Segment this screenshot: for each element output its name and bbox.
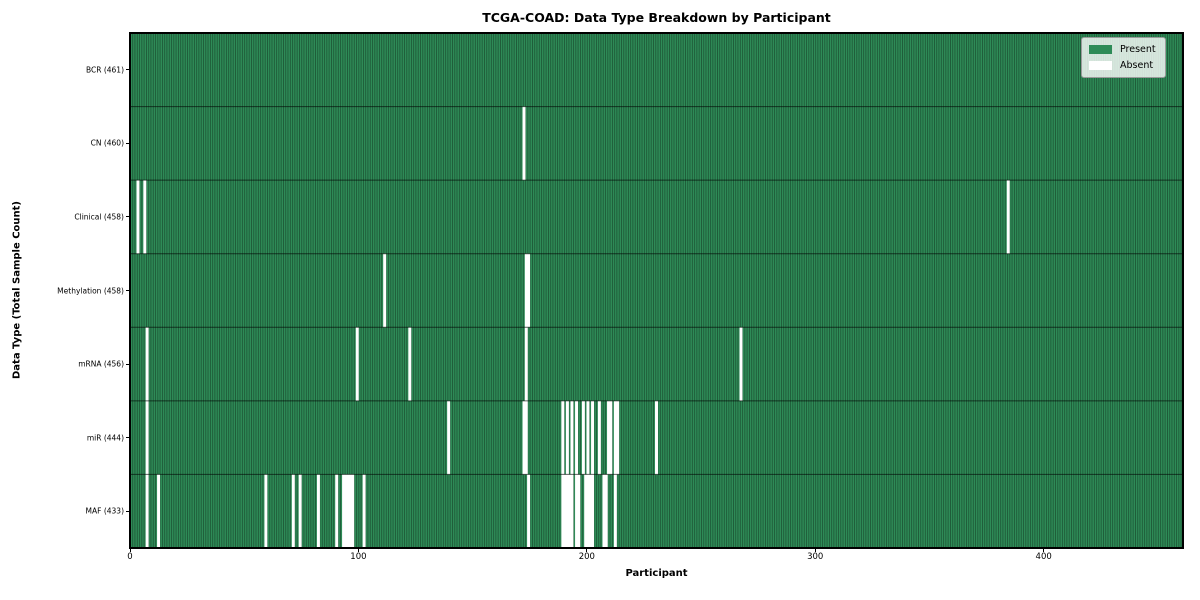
y-tick-label-BCR: BCR (461) — [85, 65, 124, 75]
absent-cell-miR-202 — [591, 400, 595, 475]
absent-cell-MAF-102 — [362, 474, 366, 548]
absent-cell-MAF-74 — [298, 474, 302, 548]
y-tick-mark — [126, 142, 130, 144]
absent-cell-MAF-212 — [613, 474, 617, 548]
x-tick-label: 0 — [127, 552, 133, 562]
absent-cell-mRNA-267 — [739, 327, 743, 401]
absent-cell-MAF-71 — [291, 474, 295, 548]
absent-cell-mRNA-122 — [408, 327, 412, 401]
x-tick-mark — [357, 548, 359, 552]
absent-cell-MAF-208 — [604, 474, 608, 548]
absent-cell-MAF-199 — [584, 474, 588, 548]
absent-cell-Methylation-173 — [524, 253, 528, 328]
legend-entry-absent: Absent — [1089, 60, 1156, 71]
y-tick-label-Clinical: Clinical (458) — [74, 212, 124, 222]
absent-cell-Clinical-6 — [143, 180, 147, 254]
heatmap-plot-area — [129, 32, 1184, 549]
legend: Present Absent — [1081, 37, 1166, 78]
absent-cell-MAF-191 — [565, 474, 569, 548]
absent-cell-MAF-193 — [570, 474, 574, 548]
x-tick-mark — [129, 548, 131, 552]
absent-cell-MAF-200 — [586, 474, 590, 548]
absent-cell-MAF-190 — [563, 474, 567, 548]
absent-cell-mRNA-173 — [524, 327, 528, 401]
absent-cell-mRNA-7 — [145, 327, 149, 401]
absent-cell-MAF-202 — [591, 474, 595, 548]
y-tick-mark — [126, 69, 130, 71]
heatmap-canvas — [130, 33, 1183, 548]
absent-cell-Methylation-111 — [383, 253, 387, 328]
absent-cell-MAF-12 — [157, 474, 161, 548]
y-tick-label-mRNA: mRNA (456) — [78, 359, 124, 369]
absent-cell-MAF-59 — [264, 474, 268, 548]
absent-cell-miR-7 — [145, 400, 149, 475]
absent-cell-miR-230 — [655, 400, 658, 475]
absent-cell-CN-172 — [522, 106, 526, 181]
x-axis-label: Participant — [625, 568, 688, 579]
absent-cell-miR-210 — [609, 400, 613, 475]
y-tick-label-miR: miR (444) — [86, 433, 124, 443]
absent-cell-MAF-196 — [577, 474, 581, 548]
absent-cell-MAF-90 — [335, 474, 339, 548]
legend-label-present: Present — [1120, 44, 1156, 55]
y-tick-mark — [126, 290, 130, 291]
absent-cell-miR-172 — [522, 400, 526, 475]
x-tick-label: 100 — [350, 552, 367, 562]
y-tick-label-Methylation: Methylation (458) — [57, 286, 124, 295]
absent-cell-miR-200 — [586, 400, 590, 475]
x-tick-label: 200 — [578, 552, 595, 562]
absent-cell-Clinical-384 — [1006, 180, 1010, 254]
x-tick-label: 400 — [1035, 552, 1052, 562]
y-tick-mark — [126, 216, 130, 218]
x-tick-mark — [1043, 548, 1045, 552]
absent-cell-miR-193 — [570, 400, 574, 475]
absent-cell-Methylation-174 — [527, 253, 531, 328]
present-swatch — [1089, 45, 1112, 54]
y-tick-mark — [126, 510, 130, 512]
y-tick-mark — [126, 363, 130, 365]
x-tick-label: 300 — [807, 552, 824, 562]
absent-cell-MAF-195 — [575, 474, 579, 548]
absent-cell-MAF-192 — [568, 474, 572, 548]
absent-cell-miR-139 — [447, 400, 451, 475]
legend-label-absent: Absent — [1120, 60, 1154, 71]
chart-title: TCGA-COAD: Data Type Breakdown by Partic… — [482, 10, 831, 25]
absent-cell-MAF-174 — [527, 474, 531, 548]
absent-cell-miR-213 — [616, 400, 620, 475]
y-tick-label-CN: CN (460) — [90, 138, 124, 148]
absent-cell-miR-191 — [565, 400, 569, 475]
absent-cell-MAF-201 — [588, 474, 592, 548]
y-tick-mark — [126, 437, 130, 439]
absent-cell-Clinical-3 — [136, 180, 140, 254]
y-tick-label-MAF: MAF (433) — [85, 506, 124, 516]
absent-cell-MAF-82 — [316, 474, 320, 548]
absent-cell-miR-198 — [581, 400, 585, 475]
absent-cell-miR-205 — [597, 400, 601, 475]
absent-cell-MAF-95 — [346, 474, 350, 548]
absent-cell-miR-189 — [561, 400, 565, 475]
absent-cell-MAF-207 — [602, 474, 606, 548]
absent-cell-miR-212 — [613, 400, 617, 475]
absent-cell-miR-195 — [575, 400, 579, 475]
legend-entry-present: Present — [1089, 44, 1156, 55]
x-tick-mark — [586, 548, 588, 552]
x-tick-mark — [814, 548, 816, 552]
absent-cell-MAF-96 — [348, 474, 352, 548]
absent-swatch — [1089, 61, 1112, 70]
absent-cell-MAF-189 — [561, 474, 565, 548]
absent-cell-MAF-93 — [342, 474, 346, 548]
absent-cell-MAF-97 — [351, 474, 355, 548]
absent-cell-miR-209 — [607, 400, 611, 475]
absent-cell-MAF-94 — [344, 474, 348, 548]
absent-cell-mRNA-99 — [355, 327, 359, 401]
absent-cell-miR-173 — [524, 400, 528, 475]
absent-cell-MAF-7 — [145, 474, 149, 548]
